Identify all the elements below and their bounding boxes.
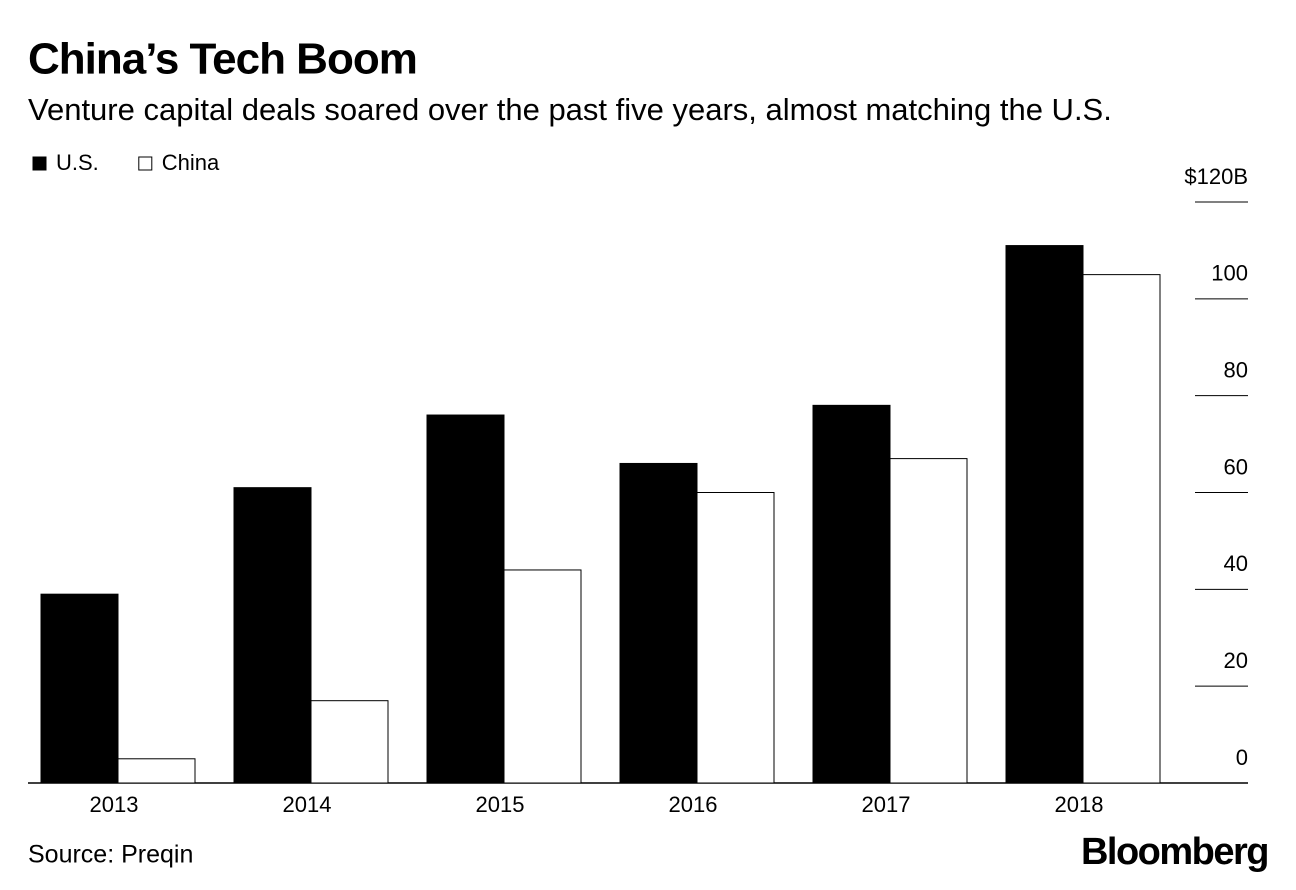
chart-title: China’s Tech Boom — [28, 35, 417, 84]
bar — [117, 758, 196, 784]
x-tick-label: 2018 — [1055, 792, 1104, 817]
x-tick-label: 2014 — [283, 792, 332, 817]
brand-logo: Bloomberg — [1081, 831, 1268, 873]
y-tick-label: 20 — [1224, 648, 1248, 673]
bar — [1005, 245, 1084, 784]
legend-swatch — [32, 156, 47, 171]
y-tick-label: 80 — [1224, 357, 1248, 382]
x-tick-label: 2015 — [476, 792, 525, 817]
y-tick-label: $120B — [1184, 164, 1248, 189]
bar — [233, 487, 312, 784]
legend-label: U.S. — [56, 150, 99, 175]
bar — [812, 404, 891, 784]
chart-subtitle: Venture capital deals soared over the pa… — [28, 92, 1112, 127]
bar — [696, 492, 775, 784]
bar — [40, 593, 119, 784]
bar — [310, 700, 389, 784]
y-tick-label: 40 — [1224, 551, 1248, 576]
legend-label: China — [162, 150, 220, 175]
legend-swatch — [138, 156, 153, 171]
x-tick-label: 2016 — [669, 792, 718, 817]
bar — [503, 569, 582, 784]
x-tick-label: 2013 — [90, 792, 139, 817]
x-tick-label: 2017 — [862, 792, 911, 817]
source: Source: Preqin — [28, 841, 193, 869]
y-tick-label: 60 — [1224, 454, 1248, 479]
y-tick-label: 0 — [1236, 745, 1248, 770]
y-tick-label: 100 — [1211, 261, 1248, 286]
bar — [619, 462, 698, 784]
bar — [889, 458, 968, 784]
bar — [1082, 274, 1161, 784]
bar — [426, 414, 505, 784]
